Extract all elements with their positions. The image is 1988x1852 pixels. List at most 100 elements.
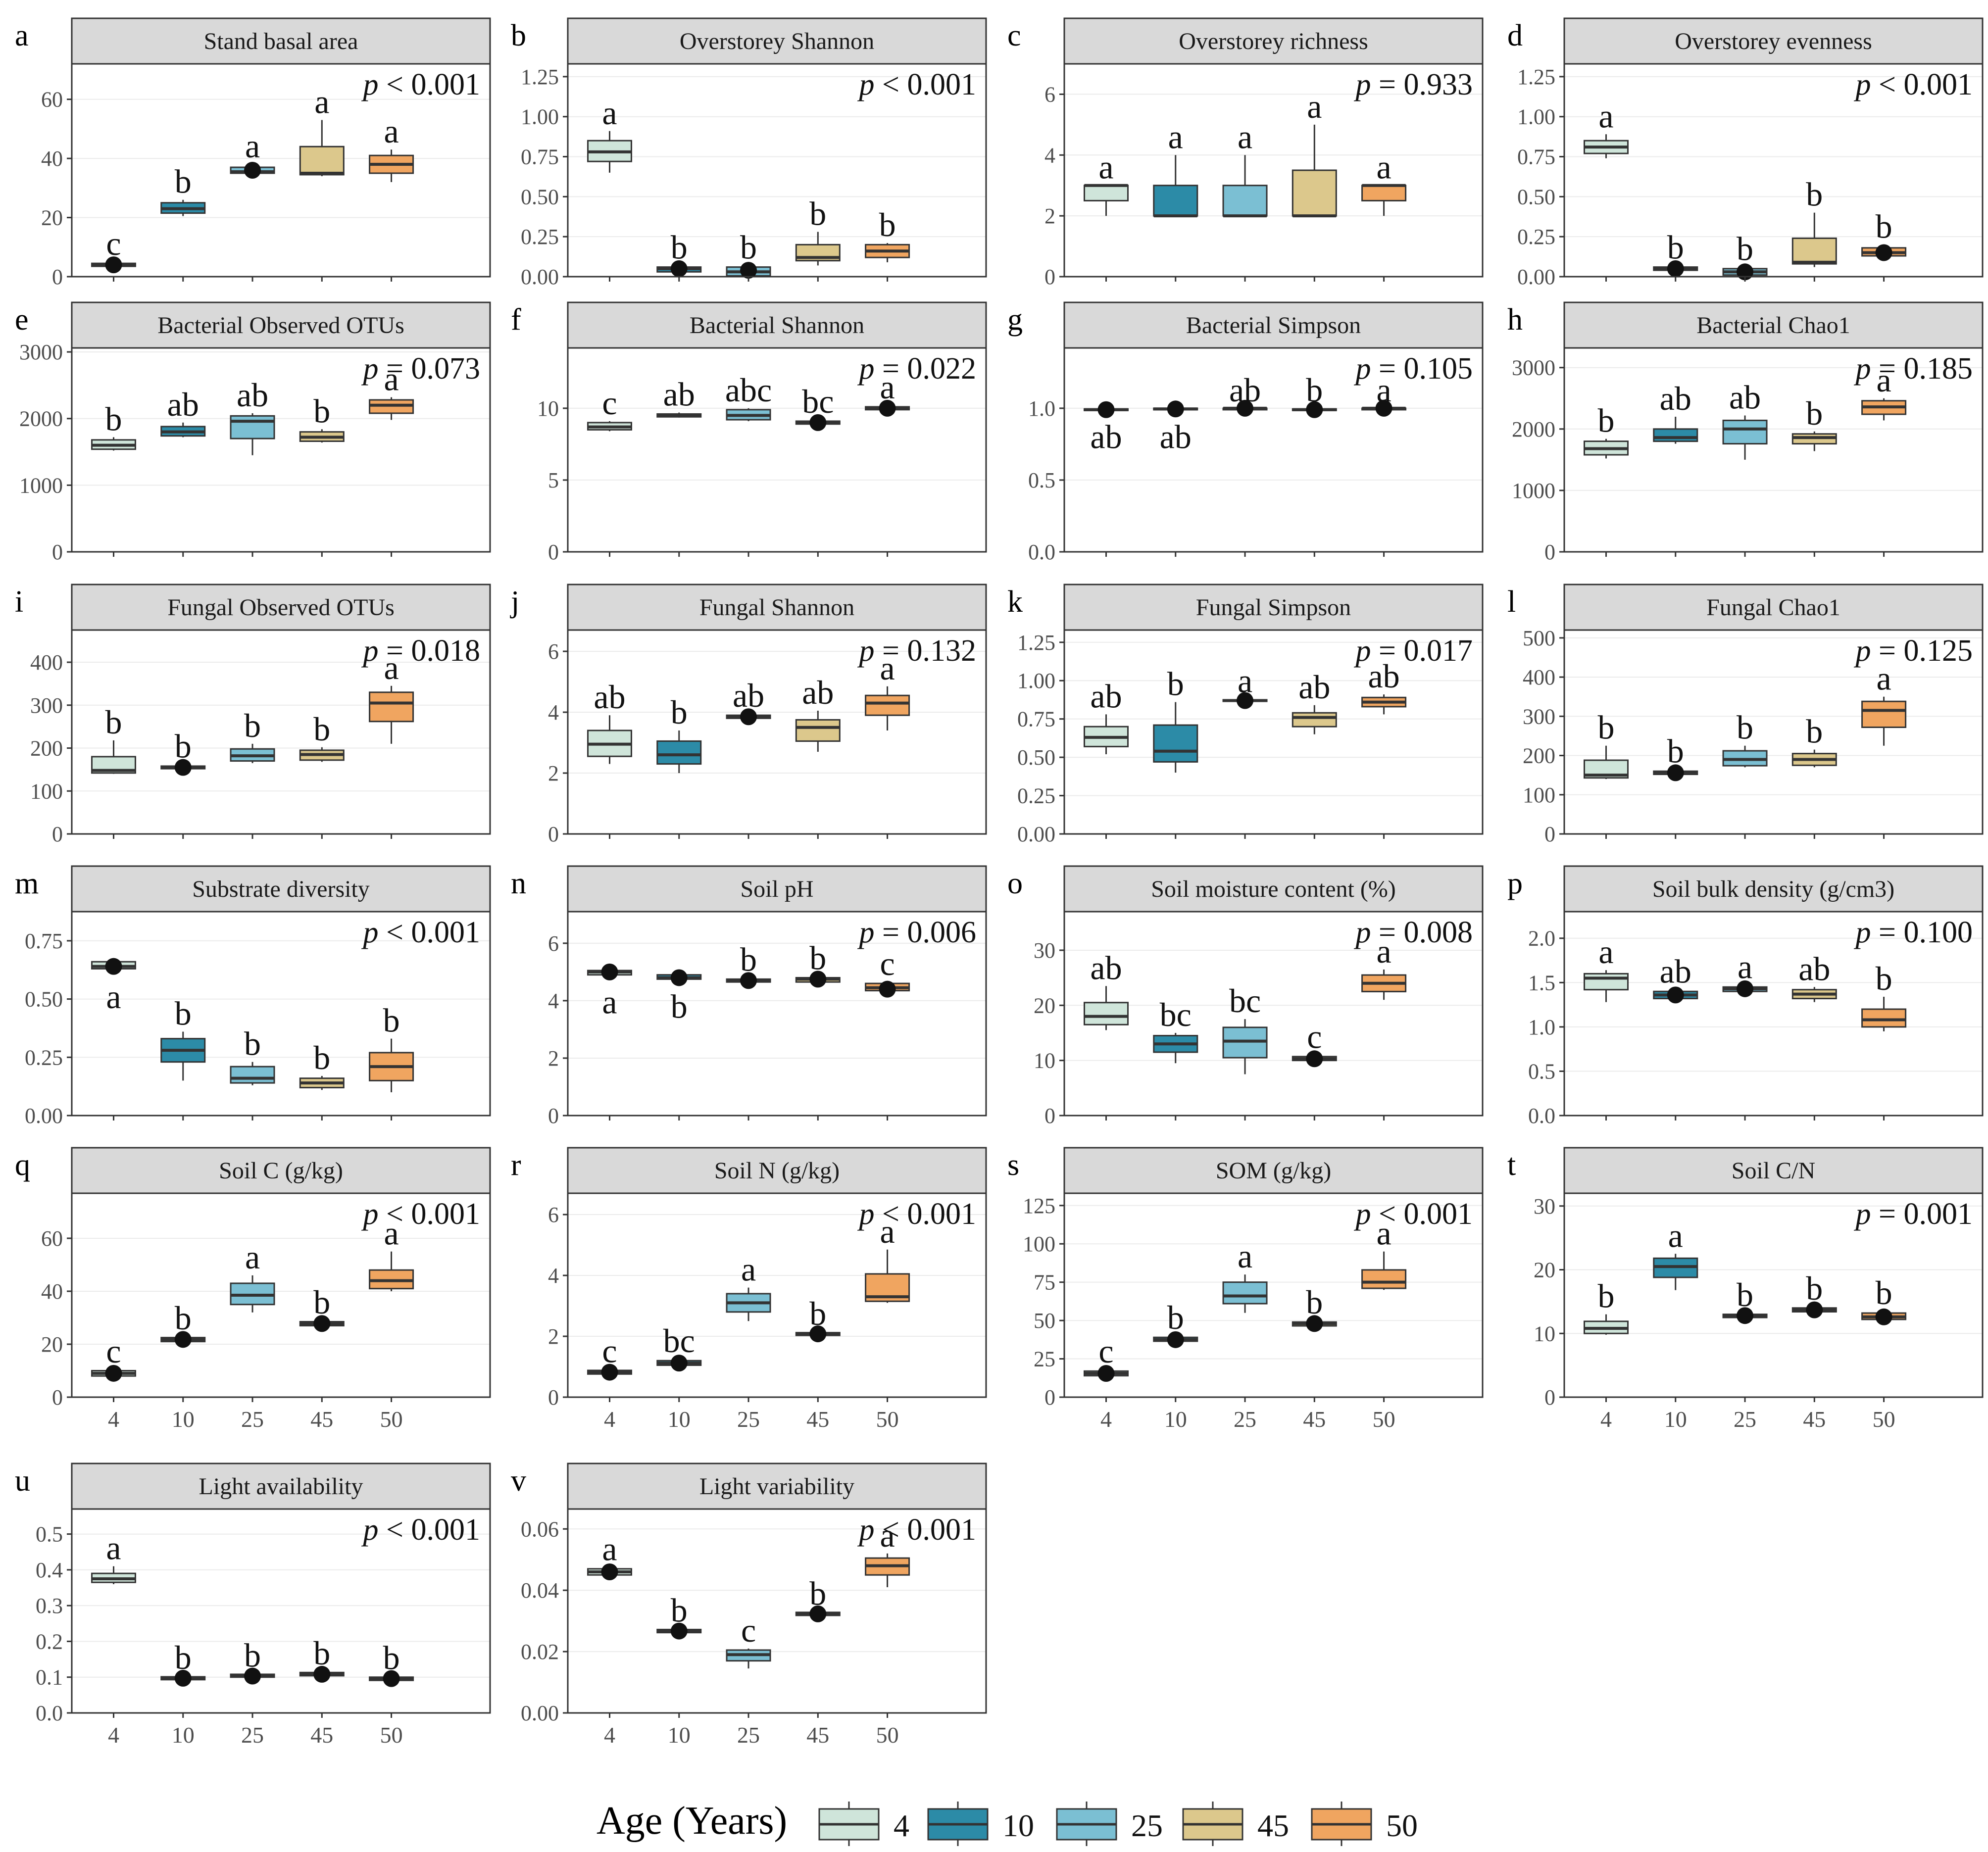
p-value-text: = 0.100 <box>1871 916 1973 949</box>
p-value-text: = 0.008 <box>1371 916 1473 949</box>
x-tick-label: 4 <box>604 1722 615 1748</box>
significance-letter: b <box>1806 1269 1823 1307</box>
facet-title: Soil bulk density (g/cm3) <box>1652 876 1894 902</box>
significance-letter: a <box>1307 88 1322 125</box>
significance-letter: a <box>880 1213 895 1250</box>
significance-letter: ab <box>237 376 268 414</box>
p-value: p = 0.006 <box>857 916 976 949</box>
facet-title: Soil C/N <box>1732 1158 1815 1184</box>
y-tick-label: 1.5 <box>1528 971 1555 995</box>
box-50: ab <box>1361 657 1407 715</box>
p-value-text: < 0.001 <box>875 1513 976 1547</box>
panel-letter: u <box>15 1464 30 1498</box>
panel-i: i Fungal Observed OTUs 0 100 200 300 400 b b b b ap… <box>15 584 491 846</box>
panel-letter: g <box>1007 303 1023 337</box>
panel-letter: v <box>511 1464 526 1498</box>
box-10: b <box>656 1592 702 1640</box>
y-tick-label: 1.25 <box>1517 65 1555 89</box>
significance-letter: c <box>106 1332 121 1370</box>
significance-letter: b <box>671 987 688 1025</box>
box-10: b <box>1653 228 1698 277</box>
significance-letter: c <box>106 225 121 262</box>
x-tick-label: 4 <box>604 1407 615 1432</box>
mean-point <box>244 162 261 179</box>
p-value: p < 0.001 <box>361 1513 480 1547</box>
y-tick-label: 1.00 <box>521 105 559 129</box>
x-tick-label: 45 <box>806 1722 829 1748</box>
significance-letter: bc <box>663 1322 695 1360</box>
box-10: ab <box>1653 953 1698 1004</box>
plot-area <box>1564 912 1983 1116</box>
significance-letter: a <box>1238 118 1252 155</box>
y-tick-label: 100 <box>30 779 63 803</box>
legend-label: 45 <box>1257 1808 1289 1843</box>
box-25: bc <box>1222 982 1268 1074</box>
box-45: ab <box>1791 950 1837 1002</box>
y-tick-label: 4 <box>548 989 559 1013</box>
legend-label: 25 <box>1131 1808 1163 1843</box>
box-25: b <box>1722 1276 1768 1324</box>
box-body <box>1084 1002 1129 1025</box>
box-4: a <box>587 94 632 173</box>
facet-title: Overstorey richness <box>1179 28 1368 54</box>
panel-letter: t <box>1507 1148 1516 1182</box>
box-25: a <box>1222 1237 1268 1313</box>
p-symbol: p <box>361 352 379 386</box>
significance-letter: bc <box>1229 982 1261 1020</box>
plot-area <box>72 1193 490 1397</box>
significance-letter: a <box>602 94 617 132</box>
y-tick-label: 50 <box>1034 1309 1055 1333</box>
box-10: b <box>160 1299 206 1348</box>
x-tick-label: 45 <box>1803 1407 1826 1432</box>
plot-area <box>1564 1193 1983 1397</box>
y-tick-label: 0 <box>1044 1104 1055 1128</box>
y-tick-label: 0.25 <box>1017 784 1055 808</box>
box-body <box>1222 185 1268 217</box>
panel-letter: i <box>15 585 23 619</box>
significance-letter: b <box>1667 228 1684 266</box>
box-45: b <box>795 1575 841 1622</box>
x-tick-label: 10 <box>668 1722 691 1748</box>
panel-letter: p <box>1507 867 1523 900</box>
box-body <box>1791 237 1837 265</box>
panel-border <box>567 1192 987 1398</box>
y-tick-label: 40 <box>41 1279 63 1304</box>
panel-border <box>567 63 987 278</box>
box-45: bc <box>795 383 841 431</box>
facet-title: Bacterial Shannon <box>690 312 864 339</box>
box-10: b <box>656 693 702 774</box>
mean-point <box>1875 244 1892 261</box>
p-symbol: p <box>1854 1197 1871 1231</box>
facet-strip <box>1063 1147 1484 1194</box>
panel-l: l Fungal Chao1 0 100 200 300 400 500 b b b b ap = 0.… <box>1507 584 1984 846</box>
box-4: ab <box>1084 677 1129 754</box>
x-tick-label: 25 <box>1734 1407 1756 1432</box>
x-tick-label: 4 <box>108 1722 119 1748</box>
y-tick-label: 40 <box>41 146 63 171</box>
y-tick-label: 75 <box>1034 1270 1055 1295</box>
y-tick-label: 0 <box>1044 1385 1055 1410</box>
significance-letter: ab <box>1090 418 1122 456</box>
p-symbol: p <box>1854 916 1871 949</box>
significance-letter: a <box>1598 97 1613 135</box>
box-45: b <box>299 1039 345 1090</box>
box-4: a <box>587 1530 632 1581</box>
p-value: p = 0.185 <box>1854 352 1973 386</box>
facet-title: Light availability <box>199 1473 363 1500</box>
significance-letter: b <box>671 693 688 731</box>
plot-area <box>1064 1193 1483 1397</box>
significance-letter: a <box>384 360 398 398</box>
x-tick-label: 50 <box>876 1722 899 1748</box>
y-tick-label: 0 <box>52 1385 63 1410</box>
significance-letter: b <box>671 228 688 266</box>
x-tick-label: 45 <box>310 1407 333 1432</box>
facet-strip <box>567 865 987 913</box>
significance-letter: a <box>1238 1237 1252 1275</box>
y-tick-label: 0.04 <box>521 1578 559 1603</box>
box-10: b <box>160 994 206 1081</box>
significance-letter: b <box>809 1295 826 1332</box>
box-45: b <box>1292 371 1337 418</box>
box-10: ab <box>656 376 702 418</box>
y-tick-label: 20 <box>41 206 63 230</box>
mean-point <box>740 972 757 989</box>
